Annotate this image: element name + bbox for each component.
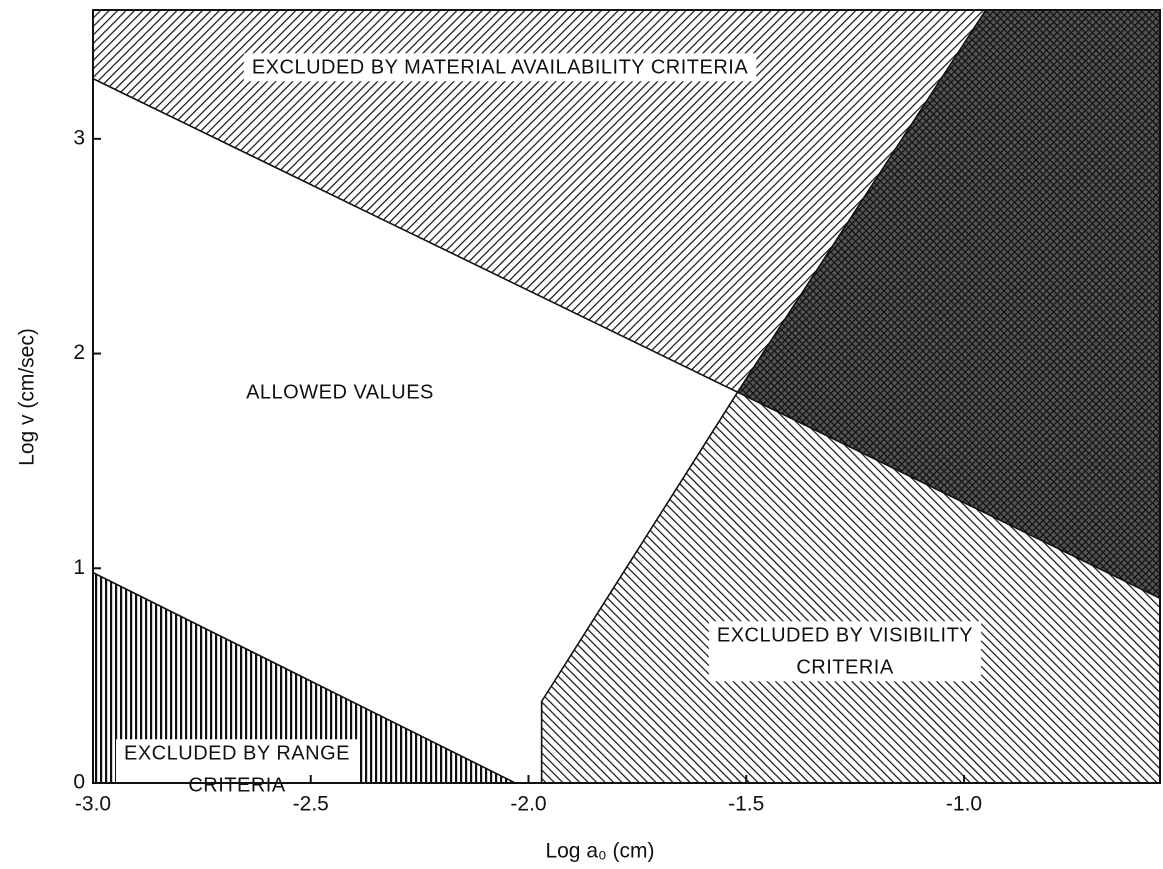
region-label-line: EXCLUDED BY RANGE — [124, 742, 350, 764]
label-background — [708, 621, 982, 682]
region-label: EXCLUDED BY MATERIAL AVAILABILITY CRITER… — [243, 53, 757, 82]
x-tick-label: -1.5 — [728, 793, 764, 816]
plot-frame — [92, 9, 1161, 784]
region-label-line: EXCLUDED BY VISIBILITY — [717, 624, 973, 646]
y-axis-label: Log v (cm/sec) — [16, 328, 39, 466]
y-tick-label: 3 — [73, 126, 85, 149]
x-tick-label: -1.0 — [946, 793, 982, 816]
label-background — [116, 739, 358, 800]
region-label: EXCLUDED BY RANGE CRITERIA — [116, 739, 358, 800]
region-label: EXCLUDED BY VISIBILITY CRITERIA — [708, 621, 982, 682]
x-tick-label: -2.5 — [293, 793, 329, 816]
region-label-line: ALLOWED VALUES — [246, 381, 434, 403]
y-tick-label: 1 — [73, 556, 85, 579]
y-tick-label: 2 — [73, 341, 85, 364]
region-label-line: EXCLUDED BY MATERIAL AVAILABILITY CRITER… — [252, 56, 748, 78]
region-label-line: CRITERIA — [188, 774, 286, 796]
x-axis-label: Log a₀ (cm) — [545, 840, 654, 863]
y-tick-label: 0 — [73, 771, 85, 794]
label-background — [243, 53, 757, 82]
region-label: ALLOWED VALUES — [238, 378, 442, 407]
x-tick-label: -3.0 — [75, 793, 111, 816]
label-background — [238, 378, 442, 407]
x-tick-label: -2.0 — [510, 793, 546, 816]
region-label-line: CRITERIA — [796, 656, 894, 678]
